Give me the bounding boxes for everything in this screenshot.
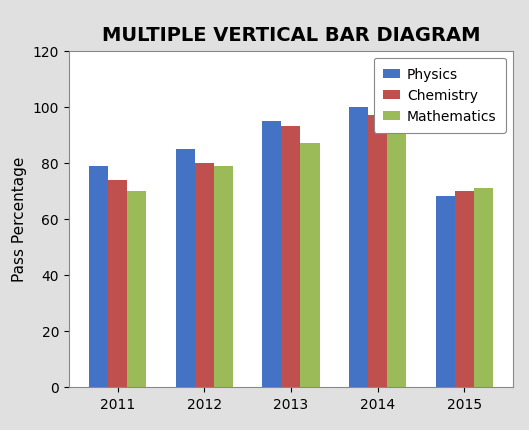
Bar bbox=[281, 127, 300, 387]
Bar bbox=[300, 144, 320, 387]
Bar bbox=[455, 191, 474, 387]
Bar bbox=[262, 121, 281, 387]
Bar bbox=[176, 150, 195, 387]
Title: MULTIPLE VERTICAL BAR DIAGRAM: MULTIPLE VERTICAL BAR DIAGRAM bbox=[102, 25, 480, 45]
Bar bbox=[368, 116, 387, 387]
Bar bbox=[387, 121, 406, 387]
Y-axis label: Pass Percentage: Pass Percentage bbox=[12, 157, 27, 282]
Bar bbox=[127, 191, 146, 387]
Bar bbox=[349, 108, 368, 387]
Bar bbox=[436, 197, 455, 387]
Legend: Physics, Chemistry, Mathematics: Physics, Chemistry, Mathematics bbox=[373, 58, 506, 134]
Bar bbox=[214, 166, 233, 387]
Bar bbox=[195, 163, 214, 387]
Bar bbox=[108, 180, 127, 387]
Bar bbox=[474, 188, 493, 387]
Bar bbox=[89, 166, 108, 387]
